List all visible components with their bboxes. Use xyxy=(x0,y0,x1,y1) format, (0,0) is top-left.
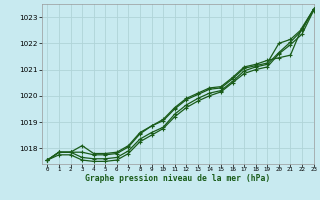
X-axis label: Graphe pression niveau de la mer (hPa): Graphe pression niveau de la mer (hPa) xyxy=(85,174,270,183)
